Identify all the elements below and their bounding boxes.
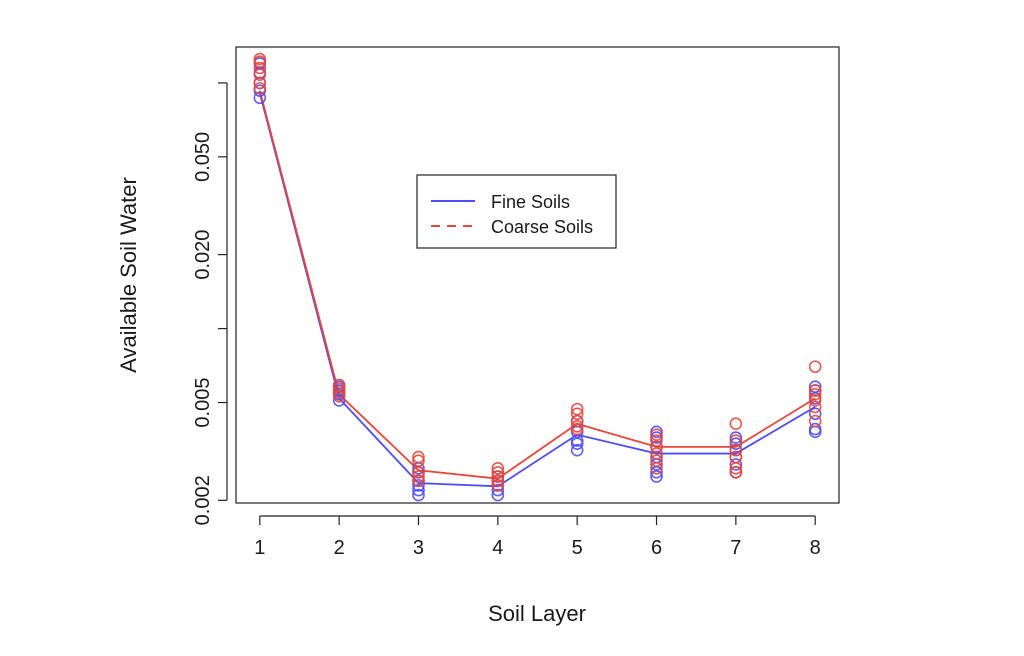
data-point-coarse	[729, 417, 743, 431]
data-point-coarse	[253, 82, 267, 95]
data-point-coarse	[412, 470, 425, 483]
data-point-coarse	[729, 434, 743, 447]
data-point-coarse	[412, 454, 425, 467]
x-tick-label: 4	[492, 537, 503, 559]
legend-box	[416, 174, 617, 249]
data-point-coarse	[729, 466, 743, 479]
data-point-coarse	[570, 402, 584, 416]
series-lines	[258, 90, 816, 488]
data-point-fine	[491, 483, 505, 497]
series-line-coarse	[258, 90, 816, 480]
data-point-fine	[412, 479, 425, 492]
data-point-coarse	[729, 443, 743, 457]
y-tick-label: 0.002	[192, 475, 214, 525]
data-point-coarse	[650, 454, 663, 467]
x-axis: 1 2 3 4 5 6 7 8	[254, 515, 821, 559]
data-point-coarse	[332, 386, 346, 399]
data-point-coarse	[650, 461, 663, 475]
data-point-coarse	[570, 420, 584, 433]
data-point-coarse	[808, 384, 822, 397]
y-tick-label: 0.005	[192, 378, 214, 428]
x-tick-label: 1	[254, 537, 265, 559]
legend: Fine Soils Coarse Soils	[416, 174, 617, 249]
data-point-coarse	[808, 394, 822, 407]
plot-frame	[235, 46, 840, 504]
data-point-coarse	[491, 474, 505, 488]
data-point-coarse	[253, 52, 267, 66]
data-point-coarse	[332, 382, 346, 395]
data-point-coarse	[650, 428, 663, 441]
data-point-coarse	[650, 447, 663, 460]
x-tick-label: 5	[572, 537, 583, 559]
data-point-coarse	[332, 378, 346, 392]
y-axis-label: Available Soil Water	[116, 177, 141, 373]
y-tick-label: 0.020	[192, 230, 214, 280]
y-axis: 0.002 0.005 0.020 0.050	[192, 82, 228, 525]
data-point-fine	[253, 91, 267, 105]
data-point-coarse	[729, 450, 743, 464]
data-point-fine	[808, 380, 822, 393]
data-point-fine	[412, 488, 425, 502]
data-point-coarse	[491, 470, 505, 483]
data-point-fine	[650, 470, 663, 483]
data-point-fine	[808, 407, 822, 421]
data-point-fine	[570, 443, 584, 457]
data-point-coarse	[808, 414, 822, 428]
x-tick-label: 7	[730, 537, 741, 559]
data-point-fine	[332, 394, 346, 407]
x-tick-label: 6	[651, 537, 662, 559]
data-point-coarse	[808, 388, 822, 401]
x-tick-label: 8	[810, 537, 821, 559]
legend-label-coarse: Coarse Soils	[491, 217, 593, 237]
x-tick-label: 3	[413, 537, 424, 559]
data-point-coarse	[650, 440, 663, 454]
data-point-coarse	[412, 474, 425, 488]
data-point-fine	[412, 483, 425, 497]
data-point-coarse	[808, 400, 822, 414]
data-point-fine	[729, 458, 743, 471]
data-points	[253, 52, 822, 502]
series-line-fine	[258, 92, 816, 488]
data-point-coarse	[650, 434, 663, 447]
data-point-coarse	[412, 450, 425, 464]
data-point-coarse	[253, 61, 267, 75]
y-tick-label: 0.050	[192, 132, 214, 182]
data-point-coarse	[808, 360, 822, 373]
data-point-coarse	[253, 76, 267, 90]
x-axis-label: Soil Layer	[488, 601, 586, 626]
data-point-coarse	[491, 461, 505, 475]
data-point-coarse	[491, 479, 505, 492]
data-point-fine	[808, 422, 822, 436]
data-point-coarse	[570, 407, 584, 421]
x-tick-label: 2	[334, 537, 345, 559]
data-point-coarse	[253, 68, 267, 81]
data-point-fine	[491, 488, 505, 502]
data-point-coarse	[570, 414, 584, 428]
data-point-fine	[570, 437, 584, 450]
data-point-fine	[729, 437, 743, 450]
data-point-coarse	[491, 466, 505, 479]
legend-label-fine: Fine Soils	[491, 192, 570, 212]
